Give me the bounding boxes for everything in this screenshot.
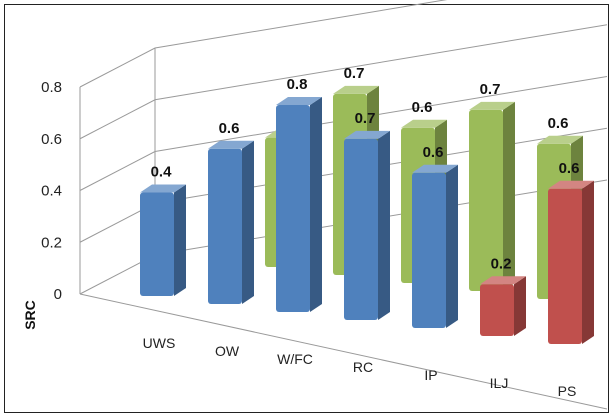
data-label: 0.6 — [548, 115, 569, 132]
y-tick-label: 0 — [54, 286, 62, 303]
bar-ow: 0.6 — [208, 120, 254, 304]
x-axis-categories: UWS OW W/FC RC IP ILJ PS — [143, 335, 577, 399]
data-label: 0.7 — [344, 65, 365, 82]
category-label: IP — [424, 367, 437, 383]
category-label: ILJ — [490, 375, 509, 391]
category-label: UWS — [143, 335, 176, 351]
y-tick-label: 0.6 — [41, 131, 62, 148]
data-label: 0.6 — [423, 144, 444, 161]
bar-ilj: 0.2 — [480, 255, 526, 336]
data-label: 0.7 — [355, 110, 376, 127]
bars: 0.50.70.60.70.60.40.60.80.70.60.20.6 — [140, 65, 594, 344]
data-label: 0.6 — [412, 99, 433, 116]
y-tick-label: 0.8 — [41, 79, 62, 96]
data-label: 0.6 — [219, 120, 240, 137]
category-label: OW — [215, 343, 240, 359]
bar-rc: 0.7 — [344, 110, 390, 320]
y-axis-ticks: 0 0.2 0.4 0.6 0.8 — [41, 79, 62, 303]
data-label: 0.7 — [480, 81, 501, 98]
category-label: PS — [558, 383, 577, 399]
data-label: 0.2 — [491, 255, 512, 272]
bar-uws: 0.4 — [140, 164, 186, 296]
category-label: RC — [353, 359, 373, 375]
y-axis-label: SRC — [22, 300, 38, 330]
category-label: W/FC — [277, 351, 313, 367]
bar-ip: 0.6 — [412, 144, 458, 328]
floor-edge — [79, 293, 608, 410]
data-label: 0.6 — [559, 160, 580, 177]
data-label: 0.8 — [287, 76, 308, 93]
bar-w-fc: 0.8 — [276, 76, 322, 312]
y-tick-label: 0.2 — [41, 234, 62, 251]
bar-ip: 0.7 — [469, 81, 515, 291]
bar-ps: 0.6 — [548, 160, 594, 344]
data-label: 0.4 — [151, 164, 173, 181]
y-tick-label: 0.4 — [41, 183, 62, 200]
